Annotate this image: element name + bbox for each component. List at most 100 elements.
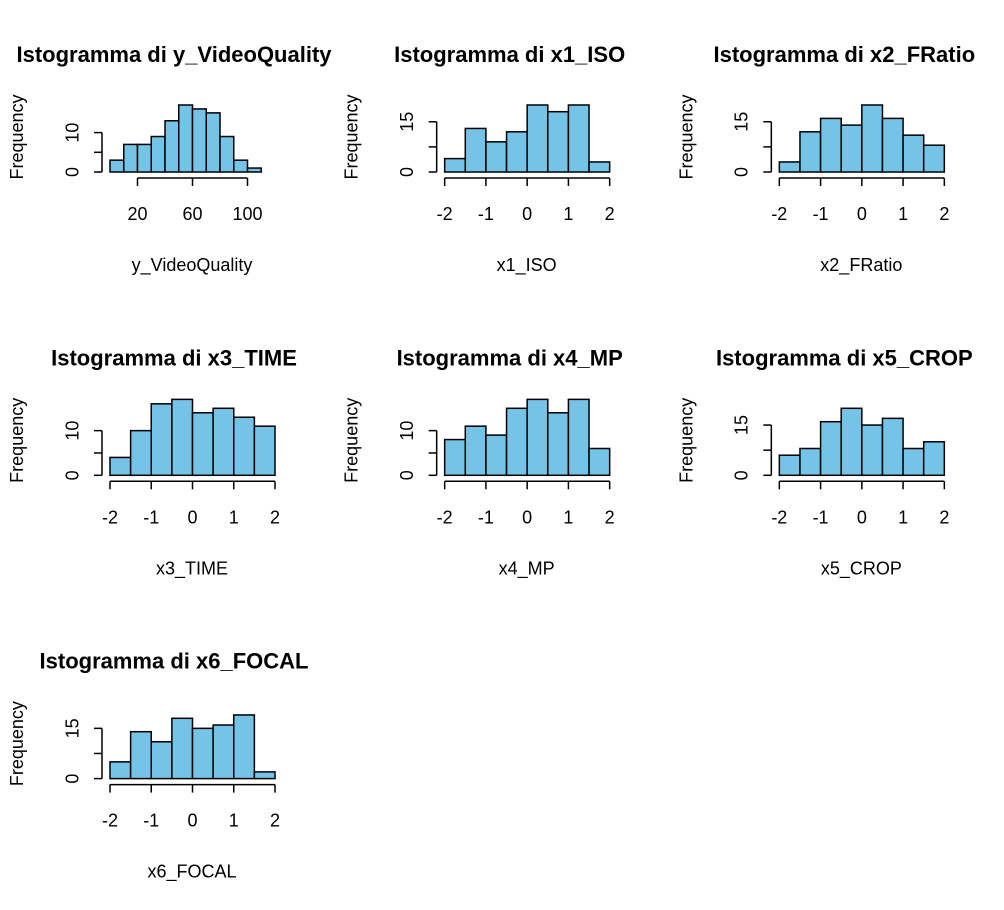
histogram-bar	[505, 407, 528, 477]
chart-title: Istogramma di x1_ISO	[394, 42, 625, 67]
histogram-bar	[443, 438, 467, 477]
x-tick-label: 0	[857, 507, 867, 527]
x-tick-label: 0	[522, 204, 532, 224]
y-tick-label: 0	[397, 167, 417, 177]
y-axis-label: Frequency	[676, 398, 696, 483]
histogram-bar	[443, 157, 467, 173]
x-axis-label: x3_TIME	[156, 558, 228, 579]
x-tick-label: -2	[771, 204, 787, 224]
chart-title: Istogramma di x6_FOCAL	[40, 649, 309, 674]
histogram-bar	[902, 447, 925, 477]
histogram-bar	[902, 134, 925, 173]
x-tick-label: -2	[437, 204, 453, 224]
histogram-bar	[526, 398, 549, 477]
x-tick-label: 60	[182, 204, 202, 224]
histogram-bar	[150, 403, 173, 477]
histogram-bar	[191, 412, 214, 477]
histogram-bar	[253, 771, 276, 780]
x-tick-label: 1	[229, 507, 239, 527]
y-tick-label: 0	[732, 470, 752, 480]
histogram-bar	[233, 714, 256, 780]
x-axis-label: x4_MP	[499, 558, 555, 579]
histogram-bar	[191, 108, 207, 173]
histogram-panel: Istogramma di x5_CROP -2 -1 0 1 2 0 15 x5_CROP Fr…	[676, 345, 972, 579]
histogram-bar	[129, 730, 152, 780]
histogram-bar	[485, 141, 508, 173]
histogram-bar	[922, 441, 946, 477]
histogram-bar	[109, 159, 125, 173]
x-tick-label: 0	[857, 204, 867, 224]
histogram-bar	[178, 104, 194, 173]
y-tick-label: 0	[397, 470, 417, 480]
histogram-bar	[547, 412, 570, 477]
histogram-bar	[233, 159, 249, 173]
x-tick-label: 0	[187, 507, 197, 527]
x-tick-label: -1	[143, 507, 159, 527]
histogram-bar	[212, 407, 235, 477]
histogram-bar	[819, 117, 842, 173]
x-tick-label: -1	[813, 507, 829, 527]
chart-title: Istogramma di y_VideoQuality	[16, 42, 332, 67]
chart-title: Istogramma di x3_TIME	[51, 345, 297, 370]
histogram-bar	[799, 447, 822, 477]
histogram-bar	[191, 727, 214, 780]
histogram-bar	[205, 112, 221, 173]
y-tick-label: 0	[62, 167, 82, 177]
y-axis-label: Frequency	[676, 94, 696, 179]
x-tick-label: -2	[102, 811, 118, 831]
histogram-bar	[109, 456, 132, 477]
histogram-bar	[778, 454, 801, 477]
y-tick-label: 15	[397, 112, 417, 132]
histogram-bar	[171, 398, 194, 477]
histogram-bar	[588, 161, 611, 173]
histogram-bar	[233, 416, 256, 477]
chart-title: Istogramma di x2_FRatio	[714, 42, 976, 67]
histogram-panel: Istogramma di x4_MP -2 -1 0 1 2 0 10 x4_MP Freque…	[342, 345, 623, 579]
histogram-panel: Istogramma di x6_FOCAL -2 -1 0 1 2 0 15 x6_FOCAL…	[7, 649, 308, 883]
y-axis-label: Frequency	[7, 398, 27, 483]
chart-title: Istogramma di x4_MP	[397, 345, 623, 370]
x-tick-label: 2	[939, 507, 949, 527]
x-tick-label: -2	[437, 507, 453, 527]
y-tick-label: 10	[62, 421, 82, 441]
x-axis-label: y_VideoQuality	[132, 255, 253, 276]
y-tick-label: 0	[62, 774, 82, 784]
y-tick-label: 15	[732, 112, 752, 132]
histogram-bar	[219, 135, 235, 173]
x-tick-label: 1	[229, 811, 239, 831]
histogram-bar	[464, 425, 487, 477]
y-tick-label: 15	[62, 718, 82, 738]
y-tick-label: 0	[732, 167, 752, 177]
histogram-bar	[840, 124, 863, 173]
histogram-bar	[922, 144, 946, 173]
histogram-bar	[881, 417, 904, 477]
x-tick-label: -1	[478, 507, 494, 527]
x-axis-label: x2_FRatio	[820, 255, 902, 276]
histogram-bar	[150, 741, 173, 780]
histogram-bar	[464, 127, 487, 173]
histogram-bar	[588, 447, 611, 477]
histogram-bar	[567, 398, 590, 477]
y-tick-label: 10	[397, 421, 417, 441]
y-tick-label: 10	[62, 123, 82, 143]
histogram-bar	[840, 407, 863, 477]
x-tick-label: 2	[270, 507, 280, 527]
histogram-panel: Istogramma di y_VideoQuality 20 60 100 0 10 y_…	[7, 42, 332, 276]
x-tick-label: 20	[127, 204, 147, 224]
x-tick-label: 2	[605, 204, 615, 224]
x-tick-label: 1	[563, 204, 573, 224]
histogram-panel: Istogramma di x3_TIME -2 -1 0 1 2 0 10 x3_TIME Fr…	[7, 345, 297, 579]
chart-title: Istogramma di x5_CROP	[716, 345, 973, 370]
histogram-bar	[212, 724, 235, 780]
histogram-bar	[881, 117, 904, 173]
histogram-panel: Istogramma di x1_ISO -2 -1 0 1 2 0 15 x1_ISO Freq…	[342, 42, 626, 276]
histogram-bar	[799, 131, 822, 173]
histogram-bar	[129, 429, 152, 477]
histogram-bar	[164, 120, 180, 173]
histogram-bar	[547, 110, 570, 173]
y-axis-label: Frequency	[7, 94, 27, 179]
x-tick-label: -1	[143, 811, 159, 831]
y-axis-label: Frequency	[342, 94, 362, 179]
histogram-bar	[526, 104, 549, 173]
